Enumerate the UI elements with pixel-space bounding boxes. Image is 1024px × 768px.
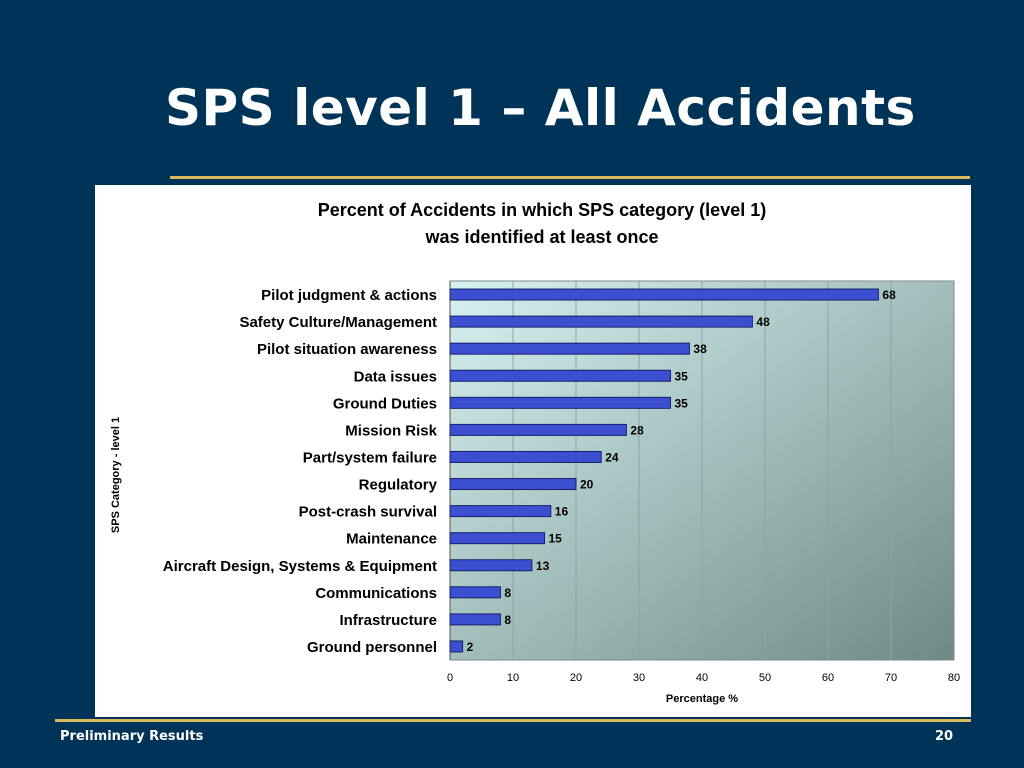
bar — [449, 369, 671, 382]
bar — [449, 532, 545, 545]
slide-title: SPS level 1 – All Accidents — [165, 79, 916, 137]
data-labels: 68 48 38 35 35 28 24 20 16 15 13 8 8 2 — [467, 288, 896, 654]
data-label: 48 — [756, 315, 770, 329]
x-tick-label: 60 — [822, 672, 834, 684]
bars — [449, 288, 879, 653]
data-label: 35 — [675, 369, 689, 383]
data-label: 15 — [549, 532, 563, 546]
bar — [449, 315, 753, 328]
x-tick-label: 10 — [507, 672, 519, 684]
chart-title-line-2: was identified at least once — [424, 227, 658, 247]
data-label: 68 — [882, 288, 896, 302]
data-label: 16 — [555, 505, 569, 519]
category-label: Regulatory — [359, 477, 438, 494]
bar — [449, 342, 690, 355]
x-tick-label: 20 — [570, 672, 582, 684]
x-tick-label: 50 — [759, 672, 771, 684]
data-label: 2 — [467, 640, 474, 654]
bar — [449, 559, 533, 572]
category-labels: Pilot judgment & actions Safety Culture/M… — [163, 287, 438, 656]
category-label: Communications — [315, 585, 437, 602]
x-tick-label: 70 — [885, 672, 897, 684]
category-label: Safety Culture/Management — [239, 314, 437, 331]
data-label: 38 — [693, 342, 707, 356]
chart-title-line-1: Percent of Accidents in which SPS catego… — [318, 200, 766, 220]
data-label: 8 — [504, 613, 511, 627]
data-label: 24 — [605, 450, 619, 464]
bar — [449, 423, 627, 436]
bar — [449, 288, 879, 301]
data-label: 13 — [536, 559, 550, 573]
data-label: 28 — [630, 423, 644, 437]
bar — [449, 450, 602, 463]
category-label: Post-crash survival — [299, 504, 437, 521]
category-label: Ground personnel — [307, 639, 437, 656]
category-label: Maintenance — [346, 531, 437, 548]
bar — [449, 478, 577, 491]
chart-panel: Percent of Accidents in which SPS catego… — [95, 185, 971, 717]
page-number: 20 — [935, 729, 954, 744]
data-label: 20 — [580, 478, 594, 492]
x-axis-label: Percentage % — [666, 693, 738, 705]
category-label: Pilot judgment & actions — [261, 287, 437, 304]
x-tick-label: 0 — [447, 672, 453, 684]
bar — [449, 613, 501, 626]
x-tick-label: 30 — [633, 672, 645, 684]
top-divider — [170, 176, 970, 179]
category-label: Data issues — [354, 368, 437, 385]
category-label: Ground Duties — [333, 395, 437, 412]
category-label: Part/system failure — [303, 449, 437, 466]
x-tick-label: 80 — [948, 672, 960, 684]
x-tick-label: 40 — [696, 672, 708, 684]
category-label: Mission Risk — [345, 422, 437, 439]
bottom-divider — [55, 719, 971, 722]
bar — [449, 586, 501, 599]
bar — [449, 505, 552, 518]
bar — [449, 396, 671, 409]
category-label: Aircraft Design, Systems & Equipment — [163, 558, 437, 575]
category-label: Pilot situation awareness — [257, 341, 437, 358]
category-label: Infrastructure — [339, 612, 437, 629]
footer-text: Preliminary Results — [60, 729, 204, 744]
bar-chart: Percent of Accidents in which SPS catego… — [110, 200, 960, 705]
x-tick-labels: 0 10 20 30 40 50 60 70 80 — [447, 672, 960, 684]
data-label: 35 — [675, 396, 689, 410]
y-axis-label: SPS Category - level 1 — [110, 417, 122, 533]
data-label: 8 — [504, 586, 511, 600]
bar — [449, 640, 464, 653]
